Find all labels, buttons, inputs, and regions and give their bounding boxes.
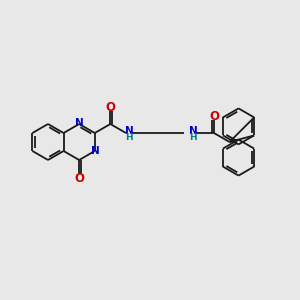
Text: N: N: [92, 146, 100, 156]
Text: N: N: [189, 126, 197, 136]
Text: H: H: [125, 133, 133, 142]
Text: N: N: [75, 118, 84, 128]
Text: O: O: [105, 101, 116, 114]
Text: O: O: [74, 172, 84, 185]
Text: N: N: [124, 126, 133, 136]
Text: O: O: [209, 110, 219, 123]
Text: H: H: [189, 133, 197, 142]
